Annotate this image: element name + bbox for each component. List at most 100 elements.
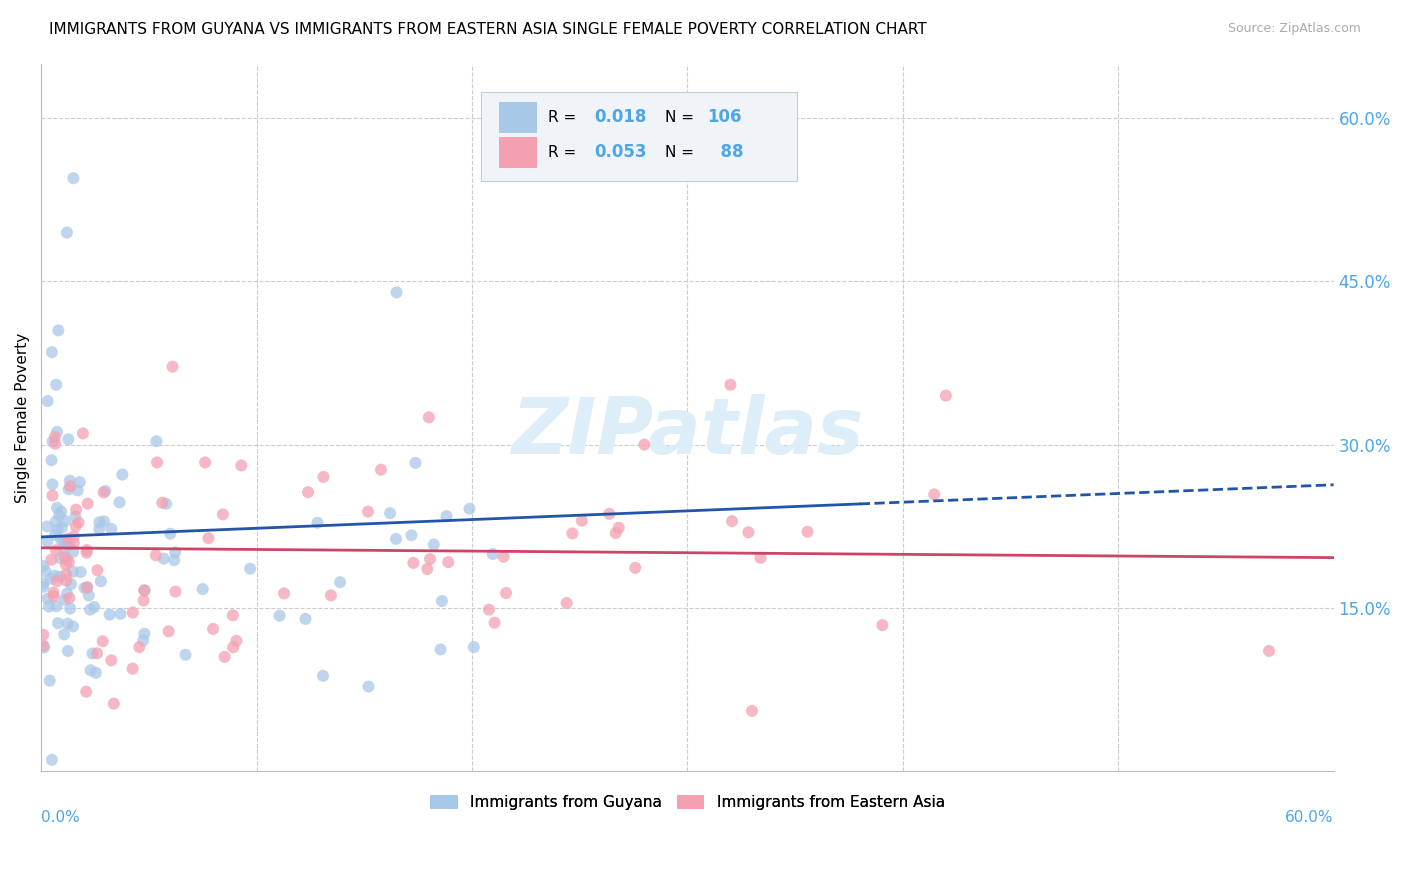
Point — [555, 596, 578, 610]
Point — [423, 537, 446, 551]
Point — [34, 564, 56, 578]
Point — [93, 515, 115, 529]
Point — [157, 624, 180, 639]
Point — [94, 483, 117, 498]
Point — [72, 426, 94, 441]
Point — [132, 633, 155, 648]
Point — [76, 580, 98, 594]
Text: N =: N = — [665, 145, 699, 160]
Point — [163, 553, 186, 567]
Point — [58, 483, 80, 497]
Point — [385, 532, 408, 546]
Point — [145, 548, 167, 562]
Point — [56, 226, 79, 240]
Point — [100, 653, 122, 667]
Point — [59, 601, 82, 615]
Point — [598, 507, 620, 521]
Point — [89, 515, 111, 529]
Point — [720, 377, 742, 392]
Point — [45, 543, 67, 558]
Point — [73, 581, 96, 595]
Point — [76, 497, 98, 511]
Point — [492, 549, 515, 564]
Point — [402, 556, 425, 570]
Point — [62, 171, 84, 186]
Point — [77, 589, 100, 603]
Point — [49, 533, 72, 547]
Point — [416, 562, 439, 576]
Text: 106: 106 — [707, 108, 741, 126]
Point — [749, 550, 772, 565]
Point — [32, 639, 55, 653]
Point — [55, 567, 77, 582]
Point — [44, 436, 66, 450]
Text: Source: ZipAtlas.com: Source: ZipAtlas.com — [1227, 22, 1361, 36]
Point — [212, 508, 235, 522]
Point — [46, 616, 69, 631]
Point — [58, 538, 80, 552]
Point — [45, 599, 67, 614]
Point — [69, 565, 91, 579]
Text: 60.0%: 60.0% — [1285, 810, 1334, 824]
Point — [58, 555, 80, 569]
Point — [69, 475, 91, 489]
Point — [132, 593, 155, 607]
Point — [110, 607, 132, 621]
Point — [32, 640, 55, 655]
Point — [37, 534, 59, 549]
Point — [121, 606, 143, 620]
Point — [62, 529, 84, 543]
Point — [38, 599, 60, 614]
Point — [75, 684, 97, 698]
Point — [62, 565, 84, 579]
Point — [41, 477, 63, 491]
Point — [56, 532, 79, 546]
Point — [1258, 644, 1281, 658]
Point — [197, 531, 219, 545]
Point — [44, 568, 66, 582]
Point — [405, 456, 427, 470]
Point — [48, 508, 70, 523]
Point — [239, 562, 262, 576]
Point — [103, 697, 125, 711]
Point — [55, 552, 77, 566]
Point — [45, 377, 67, 392]
Point — [418, 410, 440, 425]
Point — [46, 323, 69, 337]
Point — [59, 474, 82, 488]
Point — [38, 673, 60, 688]
Point — [41, 345, 63, 359]
Point — [155, 497, 177, 511]
Point — [98, 607, 121, 622]
Point — [32, 576, 55, 591]
Point — [58, 432, 80, 446]
Point — [429, 642, 451, 657]
Point — [51, 505, 73, 519]
Point — [165, 584, 187, 599]
Point — [90, 574, 112, 589]
Text: N =: N = — [665, 110, 699, 125]
Point — [624, 561, 647, 575]
Point — [146, 455, 169, 469]
Point — [419, 552, 441, 566]
Point — [297, 485, 319, 500]
Text: 88: 88 — [710, 144, 744, 161]
Point — [65, 509, 87, 524]
Point — [194, 455, 217, 469]
Point — [922, 487, 945, 501]
Point — [222, 640, 245, 655]
Point — [39, 572, 62, 586]
Point — [32, 628, 55, 642]
Point — [37, 519, 59, 533]
Point — [269, 608, 291, 623]
Point — [111, 467, 134, 482]
Point — [62, 619, 84, 633]
Text: 0.0%: 0.0% — [41, 810, 80, 824]
Point — [159, 526, 181, 541]
Point — [46, 574, 69, 588]
Point — [76, 546, 98, 560]
Point — [56, 536, 79, 550]
Point — [45, 515, 67, 529]
Point — [51, 521, 73, 535]
Point — [49, 551, 72, 566]
